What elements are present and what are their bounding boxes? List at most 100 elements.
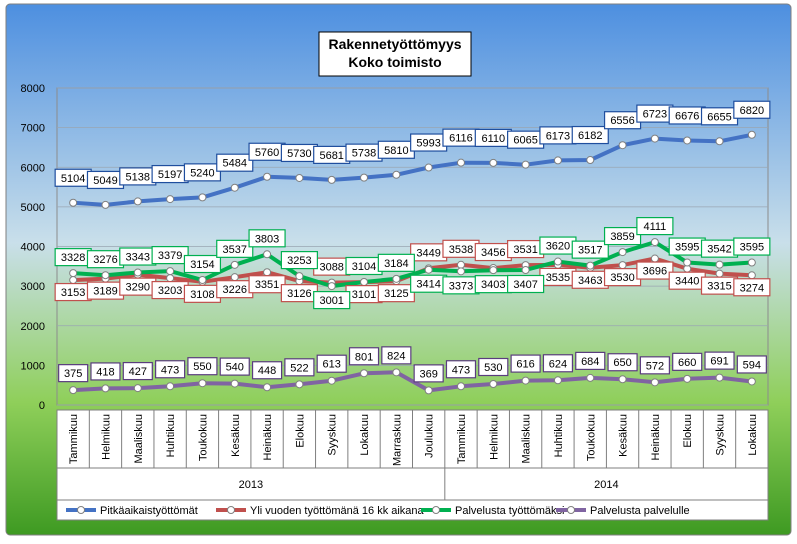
- data-label-box: [381, 346, 412, 365]
- x-tick-label: Huhtikuu: [165, 414, 177, 457]
- data-label: 3108: [190, 289, 214, 301]
- data-point: [553, 156, 562, 165]
- x-tick-label: Tammikuu: [68, 414, 80, 464]
- data-label-box: [445, 360, 477, 379]
- legend-label: Palvelusta palvelulle: [590, 505, 690, 517]
- data-point: [101, 271, 110, 280]
- y-tick-label: 4000: [21, 242, 45, 254]
- data-label: 3343: [126, 252, 150, 264]
- data-label: 3253: [287, 255, 311, 267]
- data-point: [618, 141, 627, 150]
- data-label: 3542: [707, 244, 731, 256]
- legend: Pitkäaikaistyöttömät Yli vuoden työttömän…: [56, 499, 769, 521]
- data-label-box: [733, 100, 771, 119]
- data-point: [618, 375, 627, 384]
- data-label: 3859: [610, 231, 634, 243]
- data-point: [683, 374, 692, 383]
- data-label-box: [183, 254, 222, 274]
- x-tick-label: Toukokuu: [585, 414, 597, 461]
- y-tick-label: 0: [39, 400, 45, 412]
- data-label: 3696: [643, 266, 667, 278]
- data-point: [166, 274, 175, 283]
- data-label-box: [607, 353, 638, 372]
- data-label: 6065: [513, 135, 537, 147]
- data-label-box: [377, 253, 415, 272]
- legend-label: Yli vuoden työttömänä 16 kk aikana: [250, 505, 425, 517]
- data-label: 594: [743, 359, 761, 371]
- data-label: 3379: [158, 250, 182, 262]
- legend-marker: [432, 506, 440, 514]
- x-tick-label: Syyskuu: [327, 414, 339, 456]
- data-label: 3530: [610, 272, 634, 284]
- data-label: 572: [646, 360, 664, 372]
- data-point: [650, 238, 659, 247]
- chart-title-box: Rakennetyöttömyys Koko toimisto: [318, 31, 472, 77]
- data-point: [101, 384, 110, 393]
- data-label-box: [571, 240, 609, 259]
- series-line-0: [73, 132, 753, 207]
- data-point: [263, 383, 272, 392]
- data-label: 3184: [384, 258, 408, 270]
- x-tick-label: Lokakuu: [747, 414, 759, 456]
- data-point: [456, 158, 465, 167]
- data-point: [198, 276, 207, 285]
- axes: 0 1000 2000 3000 4000 5000 6000 7000 8000 2013 201…: [21, 83, 769, 501]
- data-point: [424, 265, 433, 274]
- data-point: [166, 195, 175, 204]
- data-label-box: [280, 250, 318, 270]
- data-point: [489, 158, 498, 167]
- data-label-box: [377, 284, 415, 303]
- data-point: [553, 257, 562, 266]
- data-label: 3088: [319, 262, 343, 274]
- data-point: [650, 254, 659, 263]
- data-point: [230, 183, 239, 192]
- x-tick-label: Joulukuu: [424, 414, 436, 458]
- data-label: 3226: [223, 284, 247, 296]
- data-point: [360, 369, 369, 378]
- data-point: [133, 268, 142, 277]
- data-label-box: [58, 364, 89, 383]
- data-point: [521, 160, 530, 169]
- legend-label: Pitkäaikaistyöttömät: [100, 505, 198, 517]
- data-label-box: [413, 364, 444, 383]
- data-label: 3531: [513, 244, 537, 256]
- y-tick-label: 6000: [21, 162, 45, 174]
- data-label: 5760: [255, 147, 279, 159]
- data-label: 5738: [352, 148, 376, 160]
- legend-label: Palvelusta työttömäksi: [455, 505, 564, 517]
- data-label: 3595: [740, 242, 764, 254]
- data-label-box: [316, 354, 347, 373]
- data-label: 3538: [449, 244, 473, 256]
- x-tick-label: Kesäkuu: [230, 414, 242, 457]
- data-label-box: [639, 356, 670, 375]
- data-point: [456, 267, 465, 276]
- x-tick-label: Elokuu: [682, 414, 694, 448]
- legend-marker: [227, 506, 235, 514]
- legend-frame: [56, 499, 769, 521]
- data-label: 6116: [449, 133, 473, 145]
- data-label: 5197: [158, 169, 182, 181]
- data-label: 3517: [578, 245, 602, 257]
- data-label: 540: [226, 362, 244, 374]
- data-point: [392, 368, 401, 377]
- data-point: [650, 134, 659, 143]
- data-label: 6182: [578, 130, 602, 142]
- data-point: [747, 377, 756, 386]
- data-label: 660: [678, 357, 696, 369]
- data-label: 6655: [707, 111, 731, 123]
- data-label: 3328: [61, 252, 85, 264]
- data-label-box: [122, 361, 153, 381]
- data-label: 6676: [675, 110, 699, 122]
- data-label-box: [313, 290, 351, 310]
- data-point: [295, 272, 304, 281]
- data-label: 5138: [126, 171, 150, 183]
- x-year-label: 2014: [594, 479, 618, 491]
- data-label: 3351: [255, 279, 279, 291]
- legend-marker: [77, 506, 85, 514]
- data-point: [489, 266, 498, 275]
- data-point: [715, 269, 724, 278]
- data-point: [683, 136, 692, 145]
- data-label: 550: [193, 361, 211, 373]
- data-label: 473: [452, 364, 470, 376]
- data-label: 3535: [546, 272, 570, 284]
